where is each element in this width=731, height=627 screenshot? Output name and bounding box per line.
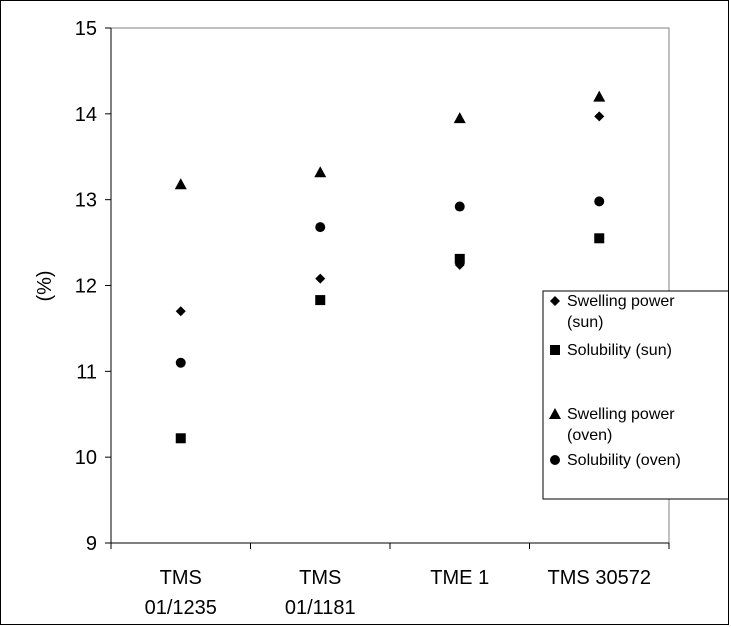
data-point-diamond xyxy=(594,111,605,122)
data-point-square xyxy=(315,295,326,306)
data-point-diamond xyxy=(315,273,326,284)
x-category-label: TME 1 xyxy=(430,567,489,589)
legend-box xyxy=(542,290,728,500)
x-category-label: TMS 30572 xyxy=(548,567,651,589)
y-tick-label: 10 xyxy=(75,447,97,469)
x-category-label: TMS 01/1235 xyxy=(145,567,217,619)
legend-marker-circle xyxy=(550,455,560,465)
legend-marker-diamond xyxy=(550,296,560,306)
y-ticks: 9 10 11 12 13 14 15 xyxy=(75,18,111,555)
y-tick-label: 11 xyxy=(76,361,97,383)
legend: Swelling power (sun) Solubility (sun) Swell… xyxy=(542,290,728,500)
legend-marker-triangle xyxy=(549,408,561,419)
data-points xyxy=(174,90,606,444)
data-point-circle xyxy=(315,222,326,233)
legend-marker-square xyxy=(550,345,560,355)
y-tick-label: 13 xyxy=(75,190,97,212)
y-tick-label: 15 xyxy=(75,18,97,40)
data-point-square xyxy=(454,253,465,264)
data-point-triangle xyxy=(593,90,606,102)
y-tick-label: 14 xyxy=(75,104,97,126)
data-point-square xyxy=(175,433,186,444)
x-ticks: TMS 01/1235 TMS 01/1181 TME 1 TMS 30572 xyxy=(110,543,670,619)
data-point-circle xyxy=(175,357,186,368)
y-tick-label: 12 xyxy=(75,276,97,298)
y-axis-title: (%) xyxy=(34,270,56,301)
legend-label: Solubility (sun) xyxy=(567,342,672,359)
data-point-circle xyxy=(594,196,605,207)
y-tick-label: 9 xyxy=(86,533,97,555)
x-category-label: TMS 01/1181 xyxy=(285,567,356,619)
data-point-circle xyxy=(454,201,465,212)
data-point-diamond xyxy=(175,306,186,317)
data-point-square xyxy=(594,233,605,244)
legend-label: Solubility (oven) xyxy=(567,452,681,469)
data-point-triangle xyxy=(174,178,187,190)
data-point-triangle xyxy=(453,112,466,124)
legend-label: Swelling power (oven) xyxy=(567,406,675,444)
legend-label: Swelling power (sun) xyxy=(567,293,675,331)
data-point-triangle xyxy=(314,166,327,178)
